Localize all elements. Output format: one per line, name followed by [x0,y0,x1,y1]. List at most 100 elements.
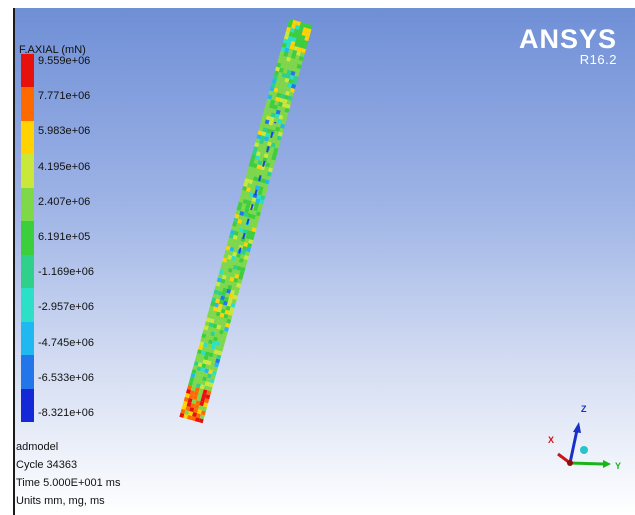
mesh-element [213,319,219,325]
mesh-element [222,300,228,306]
mesh-element [221,334,227,340]
mesh-element [279,127,284,133]
mesh-element [261,114,267,120]
mesh-element [290,87,295,93]
mesh-element [260,135,266,141]
mesh-element [288,18,294,24]
mesh-element [281,59,287,65]
mesh-element [269,116,275,122]
mesh-element [222,330,228,336]
mesh-element [224,249,230,255]
legend-value: 2.407e+06 [38,195,91,208]
mesh-element [242,216,248,221]
legend-title: F.AXIAL (mN) [19,44,86,56]
mesh-element [299,39,305,44]
mesh-element [224,296,229,302]
mesh-element [265,175,271,181]
mesh-element [255,151,261,157]
mesh-element [276,135,282,141]
mesh-element [203,355,209,361]
mesh-element [250,231,256,237]
mesh-element [258,143,263,149]
mesh-element [276,75,282,81]
mesh-element [187,415,193,420]
mesh-element [204,398,210,404]
mesh-element [286,26,292,32]
mesh-element [237,278,243,284]
mesh-element [273,147,279,153]
legend-swatch [21,221,34,256]
axis-triad[interactable]: X Y Z [525,388,625,488]
mesh-element [207,373,212,379]
mesh-element [205,364,211,370]
mesh-element [233,230,239,236]
mesh-element [194,387,200,393]
mesh-element [275,139,281,145]
legend-swatch [21,355,34,390]
mesh-element [240,206,246,212]
mesh-element [304,36,310,42]
mesh-element [235,209,241,215]
mesh-element [243,242,249,247]
mesh-element [206,360,212,366]
mesh-element [236,265,242,271]
mesh-element [294,41,300,47]
mesh-element [254,142,260,148]
mesh-element [199,384,205,390]
mesh-element [208,369,213,375]
mesh-element [298,56,304,61]
mesh-element [252,163,258,169]
mesh-element [265,115,271,121]
mesh-element [297,46,303,52]
mesh-element [259,122,265,128]
mesh-element [248,192,254,198]
legend-value: -1.169e+06 [38,266,94,279]
mesh-element [249,235,255,241]
mesh-element [247,183,252,189]
mesh-element [284,107,290,113]
mesh-element [279,110,285,116]
mesh-element [269,103,274,109]
mesh-element [286,99,292,105]
mesh-element [235,226,240,232]
mesh-element [233,247,239,253]
mesh-element [191,399,197,405]
mesh-element [305,32,311,38]
mesh-element [228,310,234,316]
mesh-element [195,370,201,376]
mesh-element [212,293,218,299]
mesh-element [266,111,272,117]
mesh-element [245,234,251,240]
mesh-element [247,196,253,202]
mesh-element [232,281,238,287]
mesh-element [210,361,216,367]
mesh-element [216,294,222,300]
beam-model[interactable] [13,8,635,515]
mesh-element [219,329,224,335]
mesh-element [258,126,264,132]
mesh-element [246,247,251,253]
mesh-element [285,73,291,79]
mesh-element [202,389,208,395]
mesh-element [285,103,291,109]
mesh-element [203,342,208,348]
mesh-element [284,47,290,53]
mesh-element [292,49,298,55]
mesh-element [239,240,245,246]
graphics-viewport[interactable]: F.AXIAL (mN) 9.559e+06 7.771e+06 5.983e+06… [13,8,635,515]
mesh-element [236,222,241,228]
mesh-element [217,320,223,326]
mesh-element [295,67,301,73]
mesh-element [289,44,295,50]
mesh-element [247,213,253,219]
mesh-element [286,39,292,45]
mesh-element [282,115,288,121]
mesh-element [254,215,260,221]
mesh-element [195,400,201,406]
mesh-element [248,239,254,245]
logo-version: R16.2 [579,52,617,67]
mesh-element [211,370,217,376]
mesh-element [242,245,248,251]
mesh-element [230,302,236,308]
mesh-element [248,162,254,168]
